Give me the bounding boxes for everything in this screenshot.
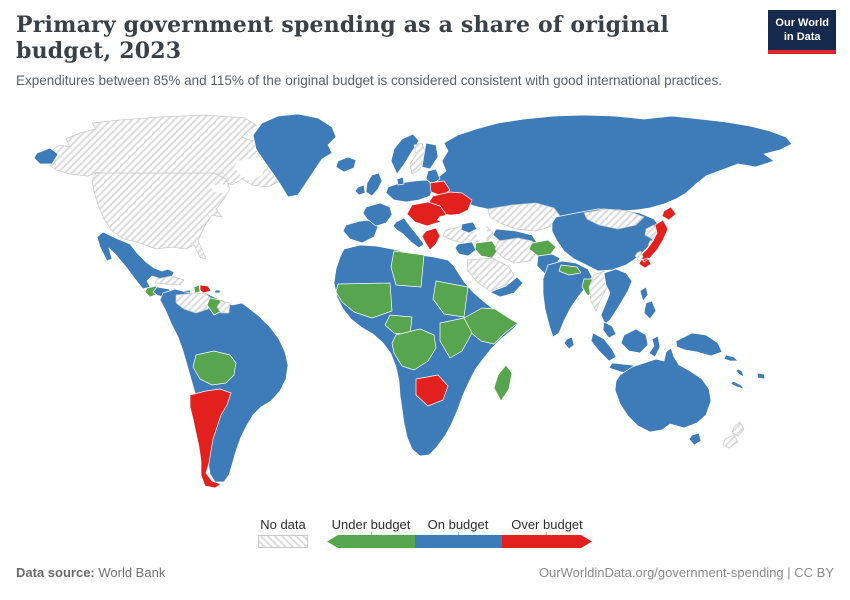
page-title: Primary government spending as a share o… xyxy=(16,12,669,64)
region-balkans[interactable] xyxy=(406,201,447,227)
chart-header: Primary government spending as a share o… xyxy=(16,12,766,91)
data-source-value: World Bank xyxy=(94,565,166,580)
country-australia[interactable] xyxy=(614,347,712,433)
world-map xyxy=(33,113,793,489)
legend-swatch-under-budget[interactable] xyxy=(327,535,415,548)
country-kazakhstan[interactable] xyxy=(487,202,561,232)
data-source: Data source: World Bank xyxy=(16,565,165,580)
region-south-america[interactable] xyxy=(159,288,289,483)
owid-link[interactable]: OurWorldinData.org/government-spending |… xyxy=(538,565,834,580)
chart-subtitle: Expenditures between 85% and 115% of the… xyxy=(16,73,722,88)
region-sumatra[interactable] xyxy=(590,332,617,362)
country-russia[interactable] xyxy=(435,114,793,218)
region-tasmania[interactable] xyxy=(688,432,702,446)
country-mongolia[interactable] xyxy=(583,208,645,230)
caspian-sea xyxy=(476,222,488,245)
country-united-kingdom[interactable] xyxy=(365,172,383,197)
country-iraq[interactable] xyxy=(474,240,499,259)
country-guyana[interactable] xyxy=(206,297,223,316)
country-usa[interactable] xyxy=(91,172,231,260)
region-borneo[interactable] xyxy=(620,328,649,354)
owid-logo-line1: Our World xyxy=(775,17,829,29)
region-botswana-zimbabwe[interactable] xyxy=(415,374,449,407)
country-north-korea[interactable] xyxy=(644,224,659,240)
legend-label-over-budget[interactable]: Over budget xyxy=(511,517,583,532)
country-venezuela[interactable] xyxy=(175,292,213,314)
country-greece[interactable] xyxy=(421,227,441,251)
legend-color-bar xyxy=(327,535,592,548)
country-puerto-rico[interactable] xyxy=(214,289,221,294)
country-suriname[interactable] xyxy=(216,300,231,314)
data-source-label: Data source: xyxy=(16,565,95,580)
country-bolivia[interactable] xyxy=(192,350,237,386)
region-indochina[interactable] xyxy=(600,268,633,325)
country-malaysia[interactable] xyxy=(602,321,617,339)
region-caucasus[interactable] xyxy=(460,221,478,234)
country-sudan[interactable] xyxy=(432,280,469,318)
country-taiwan[interactable] xyxy=(634,250,644,262)
country-madagascar[interactable] xyxy=(493,364,513,402)
map-legend: No data Under budget On budget Over budg… xyxy=(0,513,850,555)
region-ethiopia-somalia[interactable] xyxy=(463,307,519,345)
country-italy[interactable] xyxy=(392,217,425,249)
region-pacific-islands[interactable] xyxy=(723,354,766,390)
country-japan[interactable] xyxy=(638,206,677,269)
owid-logo-line2: in Data xyxy=(783,31,821,44)
chart-footer: Data source: World Bank OurWorldinData.o… xyxy=(0,565,850,580)
country-guatemala[interactable] xyxy=(144,285,159,298)
region-sulawesi[interactable] xyxy=(648,335,661,358)
legend-label-on-budget[interactable]: On budget xyxy=(427,517,489,532)
legend-swatch-on-budget[interactable] xyxy=(415,535,502,548)
legend-label-under-budget[interactable]: Under budget xyxy=(331,517,411,532)
country-denmark[interactable] xyxy=(396,176,405,186)
legend-label-no-data[interactable]: No data xyxy=(260,517,306,532)
great-lakes-sea xyxy=(210,184,230,193)
country-norway[interactable] xyxy=(390,133,420,175)
black-sea xyxy=(437,214,466,224)
hudson-bay-sea xyxy=(234,157,266,181)
country-greenland[interactable] xyxy=(252,113,337,198)
legend-swatch-no-data[interactable] xyxy=(258,535,308,548)
country-haiti[interactable] xyxy=(193,284,201,294)
country-cuba[interactable] xyxy=(154,275,185,286)
country-france[interactable] xyxy=(362,202,393,227)
country-iceland[interactable] xyxy=(335,156,357,173)
country-saudi-arabia[interactable] xyxy=(466,257,515,292)
country-ireland[interactable] xyxy=(354,184,366,196)
country-dominican-republic[interactable] xyxy=(199,284,212,294)
country-philippines[interactable] xyxy=(639,286,657,320)
region-levant[interactable] xyxy=(454,241,477,257)
region-central-europe[interactable] xyxy=(385,179,435,203)
region-baltics[interactable] xyxy=(425,168,441,185)
world-map-container xyxy=(0,98,850,513)
legend-tick-under xyxy=(371,532,372,536)
country-russia-chukotka[interactable] xyxy=(33,147,59,165)
country-sweden[interactable] xyxy=(409,142,427,175)
owid-logo[interactable]: Our World in Data xyxy=(768,10,836,54)
legend-tick-over xyxy=(546,532,547,536)
region-yemen-oman[interactable] xyxy=(489,276,524,298)
region-iberia[interactable] xyxy=(342,219,379,244)
country-papua-new-guinea[interactable] xyxy=(675,332,723,357)
country-nepal[interactable] xyxy=(558,264,582,276)
country-finland[interactable] xyxy=(421,142,439,170)
region-drc-angola[interactable] xyxy=(391,328,437,371)
country-india[interactable] xyxy=(542,260,593,338)
country-mexico[interactable] xyxy=(96,231,175,290)
country-iran[interactable] xyxy=(494,237,539,264)
region-mali-mauritania[interactable] xyxy=(335,282,393,319)
country-libya[interactable] xyxy=(390,250,425,288)
legend-tick-on xyxy=(458,532,459,536)
country-sri-lanka[interactable] xyxy=(563,336,575,350)
country-argentina[interactable] xyxy=(189,388,232,489)
legend-swatch-over-budget[interactable] xyxy=(502,535,592,548)
region-tanzania-mozambique[interactable] xyxy=(439,317,473,359)
country-new-zealand[interactable] xyxy=(722,421,745,449)
